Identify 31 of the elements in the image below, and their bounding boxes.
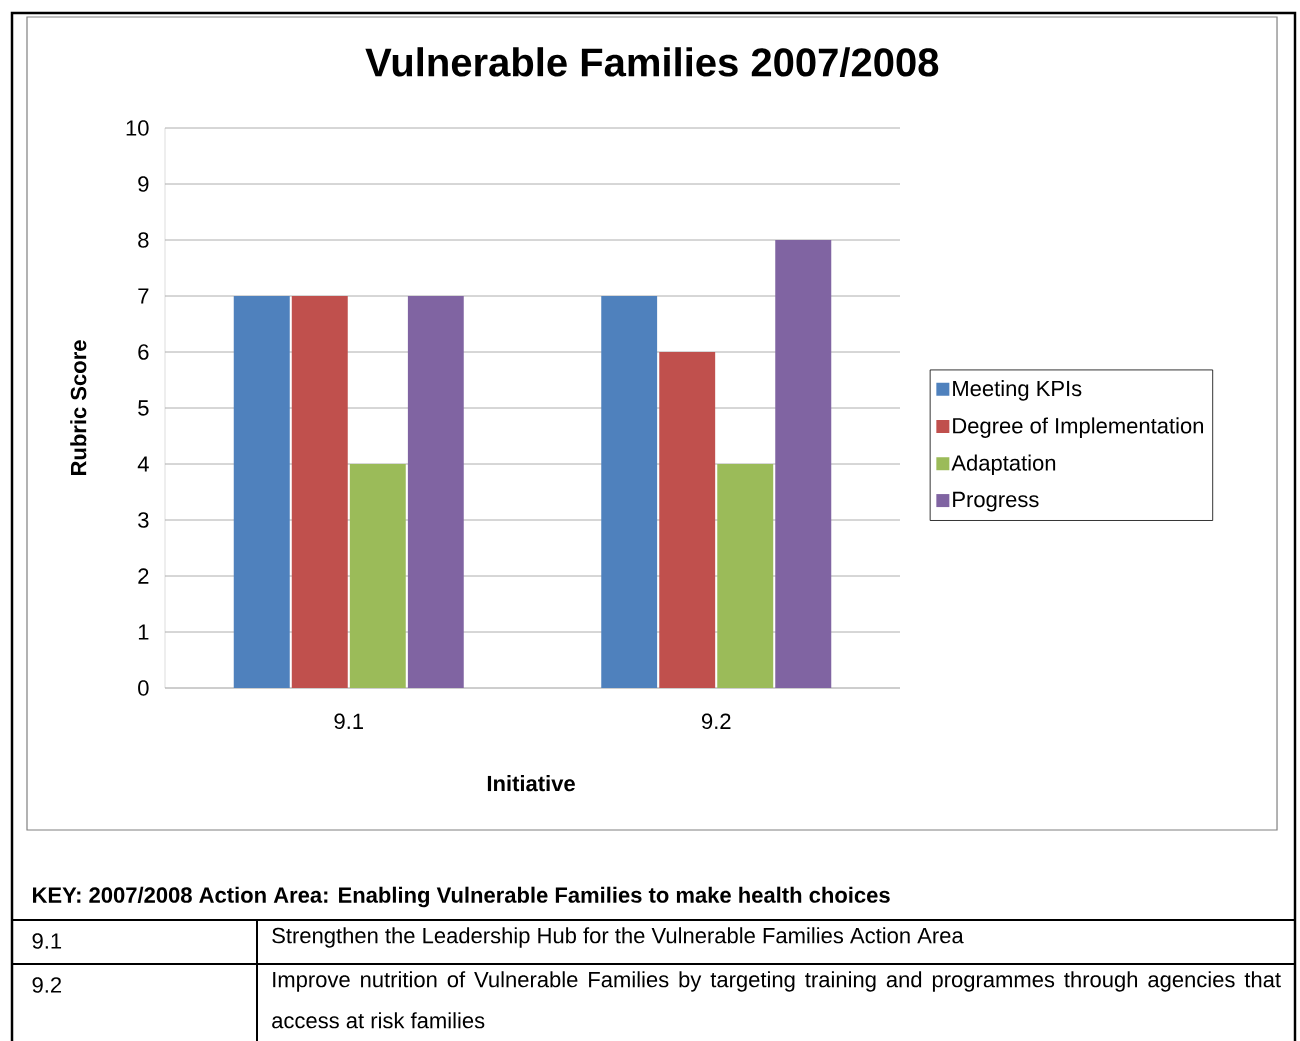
x-axis-title: Initiative (487, 775, 575, 792)
legend-label: Meeting KPIs (953, 380, 1082, 401)
bar (717, 464, 774, 689)
y-axis-title: Rubric Score (70, 340, 87, 475)
text: Improve nutrition of Vulnerable Families by targeting training and programmes through agencies that access at risk families (272, 971, 1281, 1029)
y-tick-label: 9 (138, 176, 149, 192)
text: Strengthen the Leadership Hub for the Vulnerable Families Action Area (272, 927, 964, 948)
legend-label: Adaptation (951, 454, 1056, 476)
bar (291, 296, 348, 689)
y-tick-label: 3 (138, 512, 149, 528)
y-tick-label: 6 (138, 344, 149, 360)
text: 9.2 (32, 977, 62, 993)
y-tick-label: 10 (126, 120, 149, 136)
y-tick-label: 7 (138, 288, 149, 304)
chart-title: Vulnerable Families 2007/2008 (365, 47, 939, 77)
text: 9.1 (32, 933, 62, 949)
y-tick-label: 4 (137, 456, 149, 472)
bar (407, 296, 464, 689)
text: KEY: 2007/2008 Action Area: Enabling Vulnerable Families to make health choices (33, 886, 890, 908)
y-tick-label: 5 (138, 400, 149, 416)
bar (775, 240, 832, 689)
legend-label: Progress (953, 491, 1039, 512)
y-tick-label: 0 (138, 680, 149, 696)
y-tick-label: 8 (138, 232, 149, 248)
y-tick-label: 1 (138, 624, 149, 640)
bar (659, 352, 716, 689)
legend-label: Degree of Implementation (953, 417, 1204, 438)
bar (601, 296, 658, 689)
bar (349, 464, 406, 689)
y-tick-label: 2 (138, 568, 149, 584)
bar (233, 296, 290, 689)
